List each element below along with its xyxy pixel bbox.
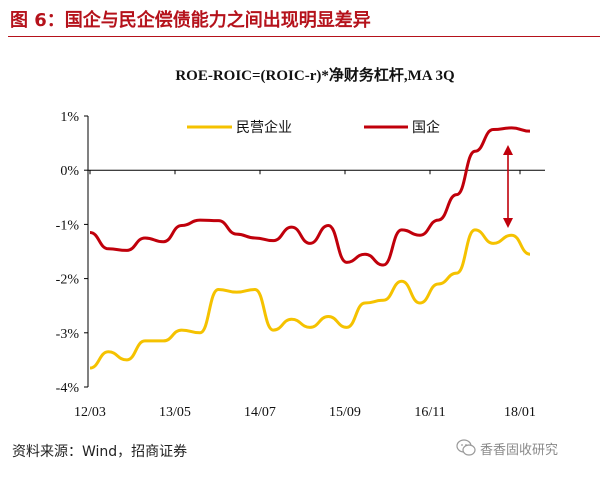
series-layer [89, 126, 531, 370]
x-tick-label: 12/03 [74, 405, 106, 420]
annotation-layer [503, 145, 513, 228]
y-tick-label: -2% [56, 273, 80, 288]
x-tick-label: 15/09 [329, 405, 361, 420]
y-tick-label: -4% [56, 381, 80, 396]
y-tick-label: -3% [56, 327, 80, 342]
legend-label-soe: 国企 [412, 119, 440, 136]
x-tick-label: 18/01 [504, 405, 536, 420]
series-line-private [89, 228, 531, 370]
figure-title: 图 6：国企与民企偿债能力之间出现明显差异 [10, 10, 371, 31]
watermark-text: 香香固收研究 [480, 442, 559, 458]
annotation-arrow-head-up [503, 145, 513, 155]
y-tick-label: -1% [56, 218, 80, 233]
watermark: 香香固收研究 [456, 437, 558, 459]
wechat-icon [456, 439, 476, 456]
x-tick-label: 13/05 [159, 405, 191, 420]
series-line-soe [89, 126, 531, 267]
chart-title: ROE-ROIC=(ROIC-r)*净财务杠杆,MA 3Q [175, 66, 455, 84]
legend: 民营企业 国企 [187, 119, 440, 136]
source-note: 资料来源：Wind，招商证券 [12, 444, 188, 460]
x-tick-label: 16/11 [414, 405, 445, 420]
legend-label-private: 民营企业 [236, 119, 292, 136]
axes: -4% -3% -2% -1% 0% 1% 12/03 13/05 14/07 15/09 16/1… [56, 110, 545, 420]
title-divider [8, 36, 600, 37]
y-tick-label: 0% [60, 164, 79, 179]
y-tick-label: 1% [60, 110, 79, 125]
x-tick-label: 14/07 [244, 405, 276, 420]
annotation-arrow-head-down [503, 218, 513, 228]
